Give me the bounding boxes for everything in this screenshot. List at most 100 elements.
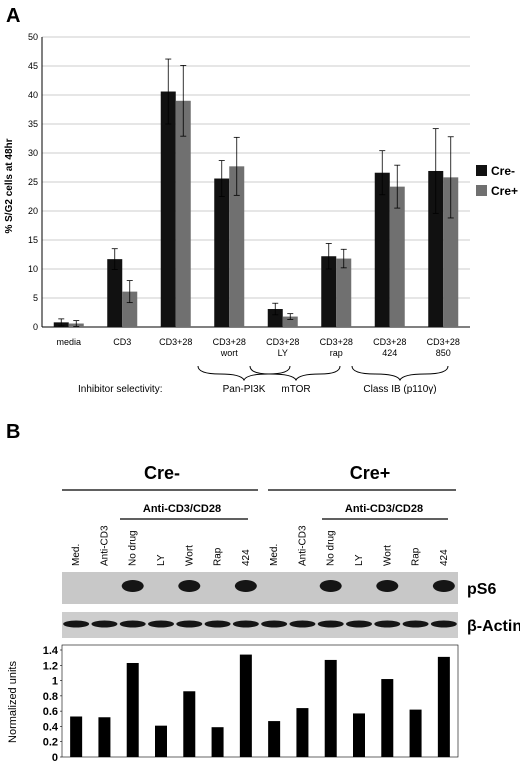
actin-band <box>346 620 372 628</box>
ps6-blot <box>62 572 458 604</box>
y-tick-label: 5 <box>33 293 38 303</box>
bar <box>211 727 224 757</box>
x-tick-labels: media CD3 CD3+28 CD3+28wortCD3+28LYCD3+28ra… <box>56 337 459 358</box>
legend-label: Cre- <box>491 164 515 178</box>
y-axis-label: % S/G2 cells at 48hr <box>4 138 15 233</box>
lane-label: 424 <box>241 549 252 566</box>
bar <box>98 717 111 757</box>
actin-band <box>63 620 90 628</box>
y-tick-label: 0 <box>52 752 58 764</box>
mtor-label: mTOR <box>281 384 310 395</box>
y-tick-label: 15 <box>28 235 38 245</box>
ps6-band <box>121 580 144 592</box>
lane-label: Anti-CD3 <box>297 525 308 566</box>
error-bars <box>58 58 454 327</box>
actin-band <box>91 620 118 628</box>
bar <box>160 91 176 328</box>
bar <box>70 716 83 757</box>
x-tick-label: media <box>56 337 81 347</box>
bar <box>214 178 230 327</box>
y-tick-label: 0 <box>33 322 38 332</box>
gridlines <box>41 36 470 328</box>
ps6-band <box>178 580 201 592</box>
actin-band <box>261 620 288 628</box>
actin-band <box>430 620 457 628</box>
bars <box>70 654 450 757</box>
bar <box>155 725 167 757</box>
stim-label-cre-minus: Anti-CD3/CD28 <box>143 503 221 515</box>
bar <box>389 186 405 327</box>
legend-swatch <box>476 165 487 176</box>
bar <box>175 100 191 327</box>
bars <box>53 91 459 328</box>
lane-label: Med. <box>269 544 280 566</box>
lane-label: Rap <box>411 547 422 566</box>
pan-pi3k-label: Pan-PI3K <box>223 384 266 395</box>
actin-bands <box>63 620 457 628</box>
stim-label-cre-plus: Anti-CD3/CD28 <box>345 503 423 515</box>
inhibitor-selectivity-label: Inhibitor selectivity: <box>78 384 162 395</box>
pan-pi3k-bracket <box>197 365 291 382</box>
y-tick-labels: 0 0.2 0.4 0.6 0.8 1 1.2 1.4 <box>43 645 62 764</box>
normalized-units-bar-chart: Normalized units 0 0.2 0.4 0.6 0.8 1 1.2 1.4 <box>7 644 459 764</box>
bar <box>126 662 139 757</box>
x-tick-label: CD3+28 <box>373 337 406 347</box>
x-tick-label: CD3+28 <box>320 337 353 347</box>
x-tick-label: CD3+28 <box>427 337 460 347</box>
bar <box>122 291 138 327</box>
bar <box>229 166 245 327</box>
lane-label: Rap <box>213 547 224 566</box>
y-tick-label: 35 <box>28 119 38 129</box>
y-tick-label: 10 <box>28 264 38 274</box>
x-tick-label: CD3+28 <box>213 337 246 347</box>
x-tick-label: 424 <box>382 348 397 358</box>
y-tick-label: 40 <box>28 90 38 100</box>
bar <box>428 170 444 327</box>
actin-band <box>176 620 203 628</box>
lane-labels: Med. Anti-CD3 No drug LY Wort Rap 424 Med. Anti-… <box>71 525 450 566</box>
lane-label: Anti-CD3 <box>99 525 110 566</box>
ps6-band <box>376 580 399 592</box>
actin-band <box>119 620 146 628</box>
x-tick-label: wort <box>220 348 239 358</box>
x-tick-label: 850 <box>436 348 451 358</box>
bar <box>443 177 459 327</box>
y-tick-label: 0.2 <box>43 737 58 749</box>
lane-label: 424 <box>439 549 450 566</box>
mtor-bracket <box>249 365 341 382</box>
x-tick-label: CD3+28 <box>266 337 299 347</box>
panel-a-letter: A <box>6 5 20 27</box>
cell-cycle-bar-chart: % S/G2 cells at 48hr 0 5 10 15 20 25 30 35 40 45 5… <box>4 32 518 358</box>
class-ib-label: Class IB (p110γ) <box>363 384 436 395</box>
lane-label: No drug <box>326 530 337 566</box>
actin-band <box>402 620 429 628</box>
y-axis-label: Normalized units <box>7 661 19 743</box>
selectivity-brackets <box>197 365 449 382</box>
x-tick-label: LY <box>278 348 288 358</box>
ps6-bands <box>121 580 455 592</box>
bar <box>374 172 390 327</box>
actin-band <box>232 620 259 628</box>
bar <box>296 708 309 757</box>
bar <box>381 679 394 757</box>
group-label-cre-minus: Cre- <box>144 463 180 483</box>
y-tick-label: 20 <box>28 206 38 216</box>
bar <box>107 259 123 327</box>
y-tick-label: 25 <box>28 177 38 187</box>
actin-band <box>317 620 344 628</box>
bar <box>353 713 365 757</box>
chart-frame <box>61 644 459 758</box>
ps6-band <box>432 580 455 592</box>
y-tick-label: 30 <box>28 148 38 158</box>
bar <box>324 659 337 757</box>
y-tick-label: 50 <box>28 32 38 42</box>
actin-label: β-Actin <box>467 618 520 635</box>
y-tick-label: 0.6 <box>43 706 58 718</box>
panel-b-letter: B <box>6 421 20 443</box>
actin-band <box>374 620 401 628</box>
bar <box>183 691 196 757</box>
x-tick-label: rap <box>330 348 343 358</box>
y-tick-label: 45 <box>28 61 38 71</box>
bar <box>336 258 352 327</box>
